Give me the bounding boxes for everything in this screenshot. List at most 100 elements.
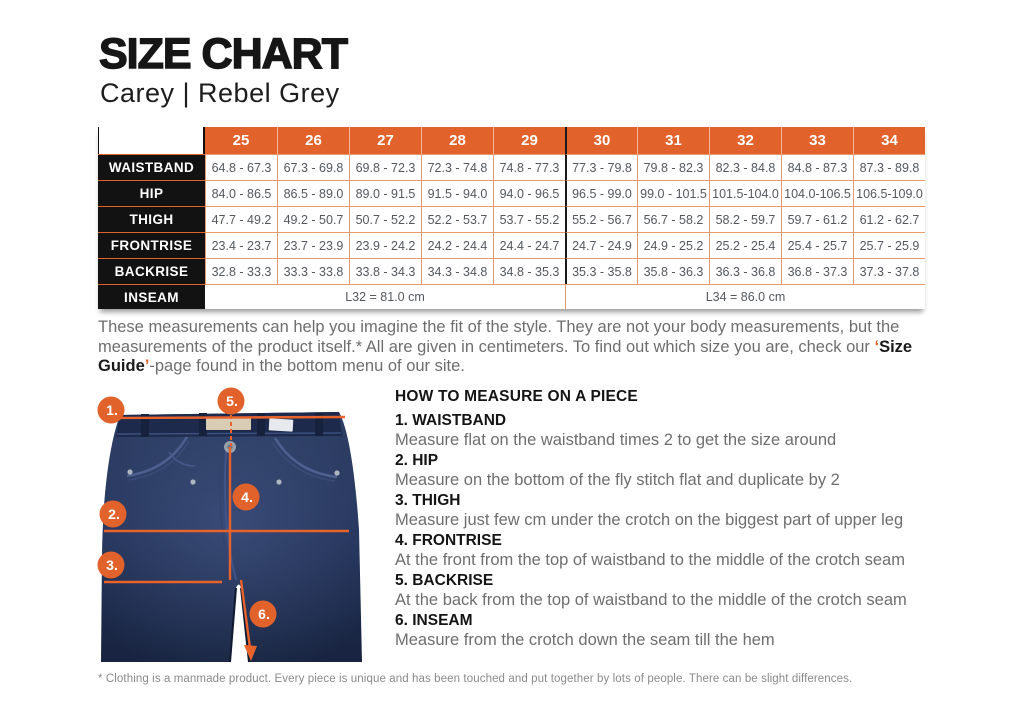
measurement-annotations <box>104 415 349 661</box>
value-cell: 34.3 - 34.8 <box>421 258 493 284</box>
inseam-arrowhead <box>244 645 257 661</box>
size-guide-reference: Size Guide <box>98 337 913 376</box>
size-header-cell: 34 <box>853 127 925 154</box>
step-text: At the front from the top of waistband t… <box>395 551 905 569</box>
step-text: Measure just few cm under the crotch on … <box>395 511 904 529</box>
row-label: FRONTRISE <box>98 232 205 258</box>
value-cell: 106.5-109.0 <box>853 180 925 206</box>
row-label: HIP <box>98 180 205 206</box>
size-table: 25 26 27 28 29 30 31 32 33 34 WAISTBAND … <box>98 127 925 309</box>
step-heading: 3. THIGH <box>395 492 461 509</box>
close-quote: ’ <box>144 357 150 375</box>
disclaimer-footnote: * Clothing is a manmade product. Every p… <box>98 673 853 685</box>
marker-6-circle <box>249 600 277 628</box>
row-label: WAISTBAND <box>98 154 205 180</box>
value-cell: 84.8 - 87.3 <box>781 154 853 180</box>
size-header-cell: 28 <box>421 127 493 154</box>
brand-patch <box>206 417 251 430</box>
row-label: THIGH <box>98 206 205 232</box>
step-heading: 5. BACKRISE <box>395 572 494 589</box>
value-cell: 82.3 - 84.8 <box>709 154 781 180</box>
open-quote: ‘ <box>874 337 880 356</box>
marker-5-circle <box>217 387 245 415</box>
marker-4-label: 4. <box>241 489 253 505</box>
size-header-cell: 30 <box>565 127 637 154</box>
step-heading: 6. INSEAM <box>395 612 473 629</box>
value-cell: 25.4 - 25.7 <box>781 232 853 258</box>
measurement-markers: 1. 2. 3. 4. 5. 6. <box>97 387 277 628</box>
value-cell: 32.8 - 33.3 <box>205 258 277 284</box>
value-cell: 36.3 - 36.8 <box>709 258 781 284</box>
value-cell: 33.3 - 33.8 <box>277 258 349 284</box>
marker-4-circle <box>232 483 260 511</box>
step-text: Measure on the bottom of the fly stitch … <box>395 471 840 489</box>
row-label: BACKRISE <box>98 258 205 284</box>
value-cell: 25.7 - 25.9 <box>853 232 925 258</box>
waistband-line <box>106 415 346 420</box>
step-heading: 1. WAISTBAND <box>395 412 507 429</box>
size-header-cell: 32 <box>709 127 781 154</box>
value-cell: 59.7 - 61.2 <box>781 206 853 232</box>
value-cell: 101.5-104.0 <box>709 180 781 206</box>
how-to-title: HOW TO MEASURE ON A PIECE <box>395 388 638 405</box>
value-cell: 24.4 - 24.7 <box>493 232 565 258</box>
size-header-cell: 27 <box>349 127 421 154</box>
value-cell: 104.0-106.5 <box>781 180 853 206</box>
table-corner-cell <box>98 127 205 154</box>
size-header-cell: 25 <box>205 127 277 154</box>
value-cell: 69.8 - 72.3 <box>349 154 421 180</box>
value-cell: 24.2 - 24.4 <box>421 232 493 258</box>
value-cell: 72.3 - 74.8 <box>421 154 493 180</box>
value-cell: 49.2 - 50.7 <box>277 206 349 232</box>
value-cell: 94.0 - 96.5 <box>493 180 565 206</box>
care-tag <box>268 418 294 432</box>
value-cell: 84.0 - 86.5 <box>205 180 277 206</box>
inseam-l34-cell: L34 = 86.0 cm <box>565 284 925 309</box>
value-cell: 23.9 - 24.2 <box>349 232 421 258</box>
value-cell: 55.2 - 56.7 <box>565 206 637 232</box>
value-cell: 53.7 - 55.2 <box>493 206 565 232</box>
value-cell: 91.5 - 94.0 <box>421 180 493 206</box>
value-cell: 34.8 - 35.3 <box>493 258 565 284</box>
value-cell: 35.3 - 35.8 <box>565 258 637 284</box>
value-cell: 64.8 - 67.3 <box>205 154 277 180</box>
size-header-cell: 31 <box>637 127 709 154</box>
jeans-measurement-figure: 1. 2. 3. 4. 5. 6. <box>97 387 385 663</box>
value-cell: 56.7 - 58.2 <box>637 206 709 232</box>
value-cell: 58.2 - 59.7 <box>709 206 781 232</box>
value-cell: 35.8 - 36.3 <box>637 258 709 284</box>
marker-3-circle <box>97 551 125 579</box>
marker-3-label: 3. <box>106 557 118 573</box>
page-subtitle: Carey | Rebel Grey <box>100 78 340 108</box>
value-cell: 24.9 - 25.2 <box>637 232 709 258</box>
inseam-l32-cell: L32 = 81.0 cm <box>205 284 565 309</box>
marker-1-label: 1. <box>106 402 118 418</box>
size-header-cell: 26 <box>277 127 349 154</box>
value-cell: 25.2 - 25.4 <box>709 232 781 258</box>
value-cell: 61.2 - 62.7 <box>853 206 925 232</box>
marker-6-label: 6. <box>258 606 270 622</box>
page-title: SIZE CHART <box>98 29 348 78</box>
value-cell: 79.8 - 82.3 <box>637 154 709 180</box>
value-cell: 36.8 - 37.3 <box>781 258 853 284</box>
value-cell: 23.7 - 23.9 <box>277 232 349 258</box>
value-cell: 77.3 - 79.8 <box>565 154 637 180</box>
jeans-photo: 1. 2. 3. 4. 5. 6. <box>97 387 362 663</box>
size-header-cell: 33 <box>781 127 853 154</box>
step-text: At the back from the top of waistband to… <box>395 591 907 609</box>
value-cell: 52.2 - 53.7 <box>421 206 493 232</box>
value-cell: 86.5 - 89.0 <box>277 180 349 206</box>
value-cell: 47.7 - 49.2 <box>205 206 277 232</box>
step-text: Measure flat on the waistband times 2 to… <box>395 431 837 449</box>
row-label: INSEAM <box>98 284 205 309</box>
description-text: -page found in the bottom menu of our si… <box>149 357 465 375</box>
size-header-cell: 29 <box>493 127 565 154</box>
marker-5-label: 5. <box>226 393 238 409</box>
value-cell: 89.0 - 91.5 <box>349 180 421 206</box>
value-cell: 87.3 - 89.8 <box>853 154 925 180</box>
value-cell: 24.7 - 24.9 <box>565 232 637 258</box>
jeans-illustration <box>101 412 362 663</box>
description-paragraph: These measurements can help you imagine … <box>98 318 932 377</box>
value-cell: 96.5 - 99.0 <box>565 180 637 206</box>
